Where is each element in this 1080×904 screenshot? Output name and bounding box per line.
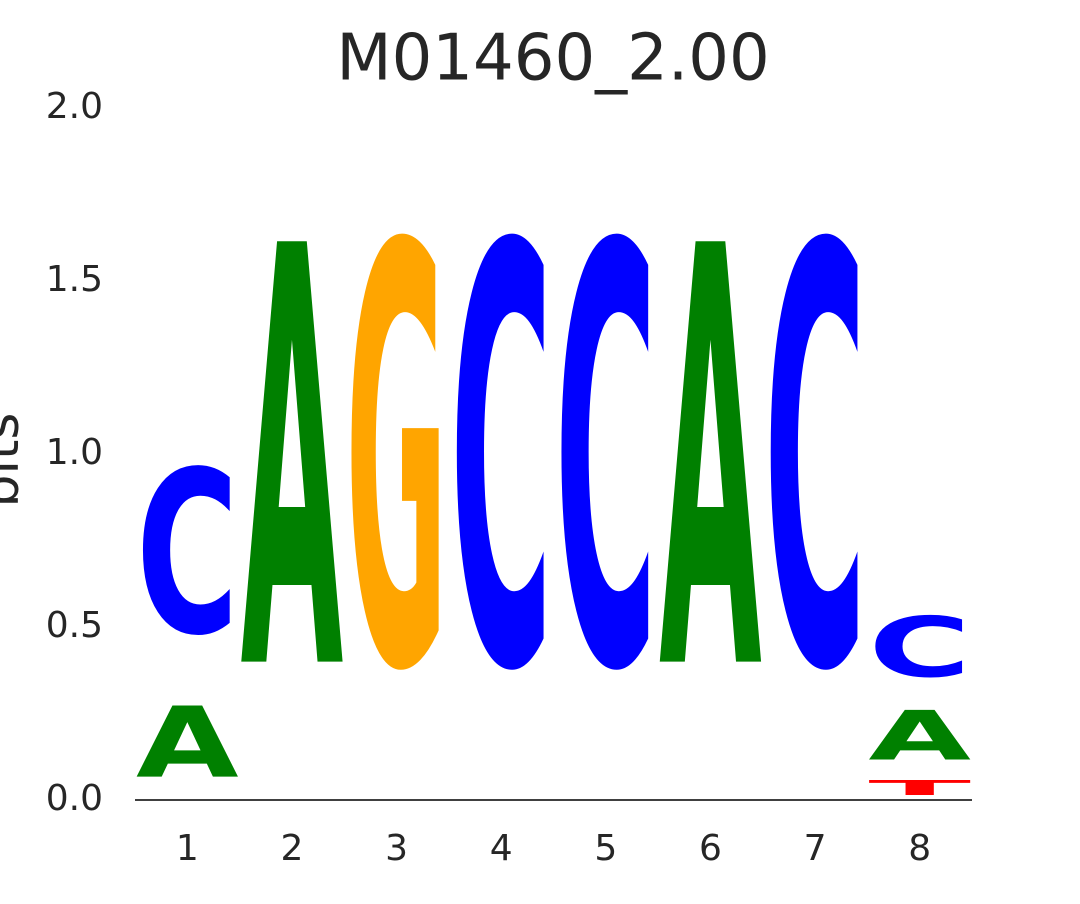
x-tick-label: 6 [699, 828, 722, 869]
x-tick-label: 3 [385, 828, 408, 869]
chart-title: M01460_2.00 [336, 22, 769, 96]
x-tick-label: 5 [594, 828, 617, 869]
x-tick-label: 8 [908, 828, 931, 869]
y-tick-label: 0.5 [46, 605, 103, 646]
y-tick-label: 0.0 [46, 778, 103, 819]
y-axis-label: bits [0, 413, 31, 508]
letter: C [555, 127, 658, 798]
x-tick-label: 4 [490, 828, 513, 869]
letter: A [136, 687, 239, 800]
letter: A [868, 696, 971, 775]
letter: C [136, 424, 239, 686]
letter: G [345, 128, 448, 798]
y-tick-label: 2.0 [46, 86, 103, 127]
letter: A [241, 127, 345, 798]
y-tick-label: 1.5 [46, 259, 103, 300]
letter: C [450, 127, 553, 798]
letter: T [868, 776, 971, 800]
x-tick-label: 7 [804, 828, 827, 869]
letter: C [868, 600, 971, 697]
y-tick-label: 1.0 [46, 432, 103, 473]
x-tick-label: 2 [280, 828, 303, 869]
x-tick-label: 1 [176, 828, 199, 869]
letter: A [659, 127, 763, 798]
letter: C [764, 127, 867, 798]
